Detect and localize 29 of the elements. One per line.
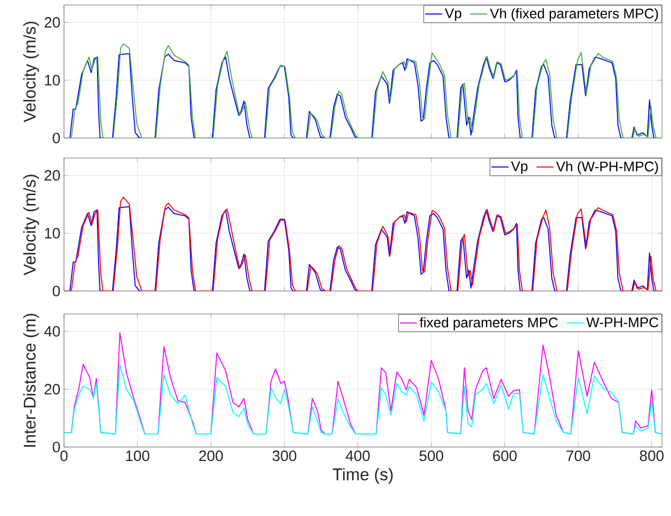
legend-label: Vh (fixed parameters MPC) (490, 8, 658, 22)
line-series (64, 364, 662, 434)
x-tick-label: 0 (60, 450, 68, 462)
legend-label: W-PH-MPC (586, 317, 658, 328)
x-tick-label: 600 (493, 450, 517, 462)
x-axis-title: Time (s) (332, 468, 393, 484)
legend-label: Vp (444, 8, 462, 21)
y-axis-title: Velocity (m/s) (23, 22, 40, 122)
x-tick-label: 400 (346, 450, 370, 462)
x-tick-label: 300 (272, 450, 296, 462)
x-tick-label: 700 (566, 450, 590, 462)
x-tick-label: 500 (419, 450, 444, 462)
y-tick-label: 20 (44, 17, 60, 28)
x-tick-label: 100 (126, 450, 150, 462)
y-tick-label: 20 (44, 170, 60, 181)
y-tick-label: 0 (52, 442, 60, 452)
legend-label: Vh (W-PH-MPC) (556, 161, 658, 174)
y-axis-title: Velocity (m/s) (23, 174, 40, 276)
legend-label: Vp (511, 161, 528, 174)
y-axis-title: Inter-Distance (m) (23, 314, 40, 447)
y-tick-label: 0 (52, 132, 60, 144)
x-tick-label: 800 (640, 450, 664, 462)
y-tick-label: 0 (52, 286, 60, 296)
x-tick-label: 200 (199, 450, 223, 462)
y-tick-label: 40 (44, 326, 60, 337)
y-tick-label: 20 (44, 384, 60, 394)
y-tick-label: 10 (45, 74, 60, 86)
y-tick-label: 10 (45, 228, 60, 238)
legend-label: fixed parameters MPC (420, 317, 558, 330)
